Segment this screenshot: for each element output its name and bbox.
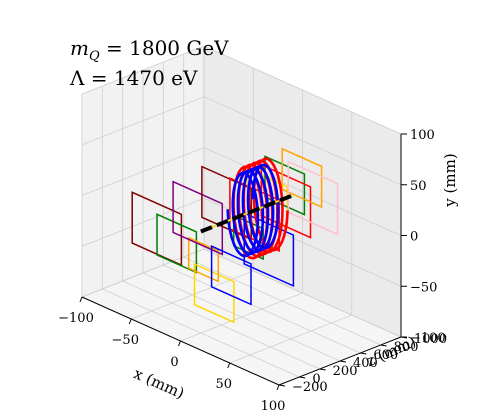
x-tick-mark <box>178 340 181 347</box>
x-tick-mark <box>79 296 83 303</box>
x-tick-label: 50 <box>215 377 232 392</box>
annotation-lambda: Λ = 1470 eV <box>69 66 198 90</box>
z-tick-mark <box>360 352 367 355</box>
z-tick-label: 800 <box>394 340 419 355</box>
axis-lines <box>79 133 408 391</box>
square-marker-5 <box>210 245 252 306</box>
x-tick-label: −100 <box>58 311 94 326</box>
y-tick-label: 50 <box>410 179 427 194</box>
grid-line-y <box>81 197 402 287</box>
z-tick-mark <box>299 376 306 379</box>
y-tick-label: −100 <box>410 331 446 346</box>
y-tick-label: 0 <box>410 230 418 245</box>
z-tick-mark <box>380 344 387 347</box>
z-tick-label: 0 <box>312 372 320 387</box>
x-tick-mark <box>227 362 231 369</box>
grid-line-y <box>81 248 402 338</box>
beamline-highlight <box>200 194 293 233</box>
x-tick-label: 0 <box>170 355 178 370</box>
z-tick-mark <box>339 360 347 363</box>
z-tick-label: 200 <box>333 364 358 379</box>
z-tick-mark <box>278 384 286 387</box>
tick-labels: −100−50050100−20002004006008001000−100−5… <box>58 128 447 410</box>
square-marker-3 <box>187 236 220 283</box>
square-marker-13 <box>281 147 323 209</box>
square-marker-2 <box>193 262 235 324</box>
x-tick-label: −50 <box>112 333 139 348</box>
x-tick-mark <box>276 384 280 391</box>
z-tick-label: 1000 <box>414 332 447 347</box>
grid-line-y <box>81 96 402 186</box>
square-marker-4 <box>172 180 224 256</box>
y-axis-label: y (mm) <box>441 153 459 207</box>
z-tick-label: −200 <box>292 380 328 395</box>
z-tick-label: 400 <box>353 356 378 371</box>
y-tick-label: −50 <box>410 280 437 295</box>
z-tick-label: 600 <box>373 348 398 363</box>
x-tick-mark <box>128 318 132 325</box>
square-marker-1 <box>156 213 198 274</box>
annotation-mass: mQ = 1800 GeV <box>70 36 229 64</box>
helix-series-1 <box>226 163 280 258</box>
grid-line-y <box>81 45 402 135</box>
data-series <box>131 147 339 324</box>
z-tick-mark <box>319 368 326 371</box>
square-marker-14 <box>287 160 339 236</box>
x-axis-label: x (mm) <box>131 364 187 402</box>
square-marker-10 <box>243 211 295 288</box>
grid-line-y <box>81 147 402 236</box>
x-tick-label: 100 <box>261 399 286 410</box>
y-tick-label: 100 <box>410 128 435 143</box>
